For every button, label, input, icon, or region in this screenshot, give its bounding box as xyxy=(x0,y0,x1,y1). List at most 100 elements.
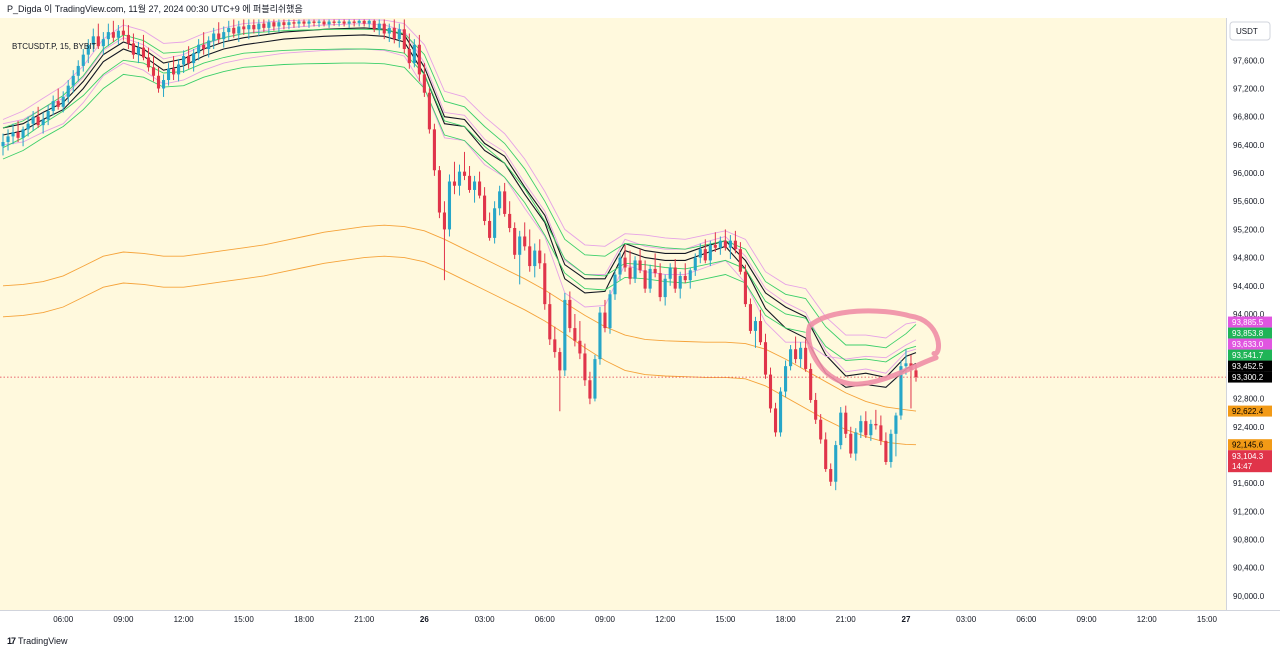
x-tick-label: 26 xyxy=(420,615,429,624)
candle-body xyxy=(91,36,95,45)
candle-body xyxy=(528,246,532,267)
tradingview-logo-icon: 17 xyxy=(7,636,16,646)
candle-110 xyxy=(553,326,557,358)
price-tag-bg xyxy=(1228,439,1272,451)
candle-101 xyxy=(508,201,512,233)
price-tag: 92,622.4 xyxy=(1228,405,1272,417)
candle-15 xyxy=(76,60,80,82)
candle-42 xyxy=(212,27,216,50)
candle-body xyxy=(177,64,181,75)
candle-29 xyxy=(146,47,151,72)
candle-24 xyxy=(121,19,125,41)
candle-57 xyxy=(287,19,291,30)
indicator-line-orange-lower xyxy=(2,255,917,446)
candle-120 xyxy=(603,299,607,333)
candle-123 xyxy=(618,251,622,281)
price-tag: 93,541.7 xyxy=(1228,349,1272,361)
candle-176 xyxy=(884,432,888,465)
candle-167 xyxy=(839,407,843,450)
candle-73 xyxy=(367,19,371,28)
candle-60 xyxy=(302,19,306,27)
candle-52 xyxy=(262,19,266,33)
y-tick-label: 91,600.0 xyxy=(1233,479,1265,488)
tradingview-logo[interactable]: 17 TradingView xyxy=(7,636,68,646)
candle-9 xyxy=(46,105,50,126)
current-price-tag-bg xyxy=(1228,450,1272,473)
candle-124 xyxy=(623,244,627,272)
candle-body xyxy=(698,249,702,258)
candle-105 xyxy=(528,229,532,272)
candle-30 xyxy=(151,56,156,82)
price-tag: 93,300.2 xyxy=(1228,371,1272,383)
candle-8 xyxy=(41,112,45,134)
x-tick-label: 06:00 xyxy=(535,615,556,624)
candle-67 xyxy=(337,19,341,27)
candle-32 xyxy=(161,74,166,97)
price-tag-bg xyxy=(1228,316,1272,328)
publish-header: P_Digda 이 TradingView.com, 11월 27, 2024 … xyxy=(0,0,1280,18)
price-tag: 93,452.5 xyxy=(1228,360,1272,372)
price-chart[interactable]: USDT 97,600.0 97,200.0 96,800.0 96,400.0 96,0… xyxy=(0,18,1280,630)
candle-143 xyxy=(718,236,722,255)
candle-body xyxy=(889,433,893,462)
candle-body xyxy=(282,22,286,26)
candle-body xyxy=(663,278,667,298)
x-tick-label: 21:00 xyxy=(836,615,857,624)
indicator-line-green-2 xyxy=(2,48,917,363)
candle-body xyxy=(794,349,798,360)
candle-28 xyxy=(141,34,146,61)
candle-95 xyxy=(478,171,482,199)
candle-body xyxy=(758,321,763,343)
candle-body xyxy=(146,57,151,68)
plot-layer xyxy=(1,18,918,491)
candle-body xyxy=(16,132,20,138)
candle-body xyxy=(738,249,742,272)
plot-background xyxy=(0,18,1226,610)
candle-body xyxy=(287,22,291,26)
candle-112 xyxy=(563,292,567,377)
candle-114 xyxy=(573,314,577,347)
price-tag-label: 92,145.6 xyxy=(1232,441,1264,450)
candle-113 xyxy=(568,291,572,333)
chart-area[interactable]: USDT 97,600.0 97,200.0 96,800.0 96,400.0 96,0… xyxy=(0,18,1280,630)
candle-141 xyxy=(708,240,712,267)
candle-body xyxy=(202,44,206,50)
candle-body xyxy=(432,129,436,171)
candle-103 xyxy=(518,230,522,285)
candle-body xyxy=(457,171,462,186)
candle-body xyxy=(31,116,35,124)
candle-body xyxy=(36,116,40,126)
candle-body xyxy=(6,136,10,143)
candle-body xyxy=(603,312,607,329)
candle-66 xyxy=(332,19,336,26)
candle-178 xyxy=(894,412,898,457)
price-tag: 93,853.8 xyxy=(1228,327,1272,339)
candle-100 xyxy=(503,182,507,217)
candle-87 xyxy=(437,166,441,219)
candle-80 xyxy=(402,19,406,54)
candle-body xyxy=(678,275,682,289)
candle-148 xyxy=(743,264,747,307)
candle-44 xyxy=(222,26,226,48)
candle-159 xyxy=(799,342,803,368)
indicator-line-pink-1 xyxy=(2,23,917,374)
candle-body xyxy=(904,363,908,367)
candle-160 xyxy=(804,339,808,372)
candle-body xyxy=(302,21,306,24)
candle-102 xyxy=(513,222,517,260)
price-tag: 92,145.6 xyxy=(1228,439,1272,451)
candle-136 xyxy=(683,263,687,283)
candle-body xyxy=(347,21,351,24)
price-tag-bg xyxy=(1228,349,1272,361)
candle-body xyxy=(11,132,15,137)
candle-149 xyxy=(748,298,753,334)
candle-body xyxy=(608,294,612,329)
y-tick-label: 97,200.0 xyxy=(1233,84,1265,93)
candle-body xyxy=(623,257,627,268)
candle-156 xyxy=(784,360,788,398)
price-tag-bg xyxy=(1228,371,1272,383)
candle-body xyxy=(548,304,552,340)
candle-body xyxy=(588,380,592,399)
x-tick-label: 15:00 xyxy=(1197,615,1218,624)
candle-body xyxy=(172,68,176,75)
